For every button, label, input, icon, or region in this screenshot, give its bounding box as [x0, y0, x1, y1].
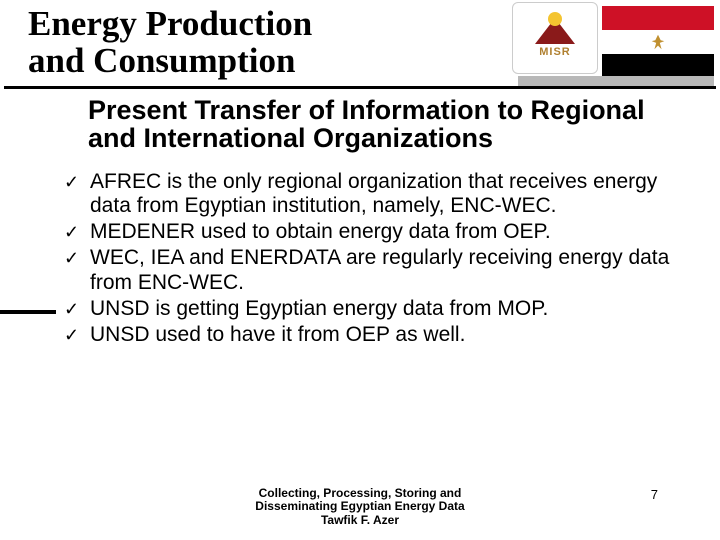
misr-logo: MISR: [512, 2, 598, 74]
list-item: ✓ UNSD used to have it from OEP as well.: [64, 323, 684, 347]
slide-subtitle: Present Transfer of Information to Regio…: [88, 96, 698, 153]
list-item: ✓ MEDENER used to obtain energy data from…: [64, 220, 684, 244]
check-icon: ✓: [64, 222, 79, 243]
list-item: ✓ AFREC is the only regional organization…: [64, 170, 684, 218]
bullet-text: AFREC is the only regional organization …: [90, 170, 657, 217]
bullet-text: UNSD is getting Egyptian energy data fro…: [90, 297, 548, 320]
page-number: 7: [651, 487, 658, 502]
check-icon: ✓: [64, 172, 79, 193]
bullet-list: ✓ AFREC is the only regional organization…: [64, 170, 684, 349]
title-shadow-bar: [518, 76, 714, 86]
slide-footer: Collecting, Processing, Storing and Diss…: [0, 487, 720, 528]
bullet-text: UNSD used to have it from OEP as well.: [90, 323, 465, 346]
flag-stripe-black: [602, 54, 714, 78]
bullet-text: MEDENER used to obtain energy data from …: [90, 220, 551, 243]
bullet-text: WEC, IEA and ENERDATA are regularly rece…: [90, 246, 669, 293]
check-icon: ✓: [64, 248, 79, 269]
footer-line-2: Disseminating Egyptian Energy Data: [255, 499, 464, 513]
check-icon: ✓: [64, 325, 79, 346]
title-line-2: and Consumption: [28, 41, 295, 80]
title-line-1: Energy Production: [28, 4, 312, 43]
logo-label: MISR: [539, 46, 571, 58]
slide: Energy Production and Consumption MISR P…: [0, 0, 720, 540]
logo-badge: MISR: [512, 2, 598, 74]
list-item: ✓ UNSD is getting Egyptian energy data fr…: [64, 297, 684, 321]
title-underline: [4, 86, 716, 89]
left-marker-bar: [0, 310, 56, 314]
flag-stripe-red: [602, 6, 714, 30]
logo-sun-icon: [548, 12, 562, 26]
footer-line-3: Tawfik F. Azer: [321, 513, 399, 527]
flag-stripe-white: [602, 30, 714, 54]
list-item: ✓ WEC, IEA and ENERDATA are regularly rec…: [64, 246, 684, 294]
slide-title: Energy Production and Consumption: [28, 6, 428, 80]
footer-line-1: Collecting, Processing, Storing and: [259, 486, 462, 500]
egypt-flag: [602, 6, 714, 78]
eagle-icon: [649, 33, 667, 51]
check-icon: ✓: [64, 299, 79, 320]
